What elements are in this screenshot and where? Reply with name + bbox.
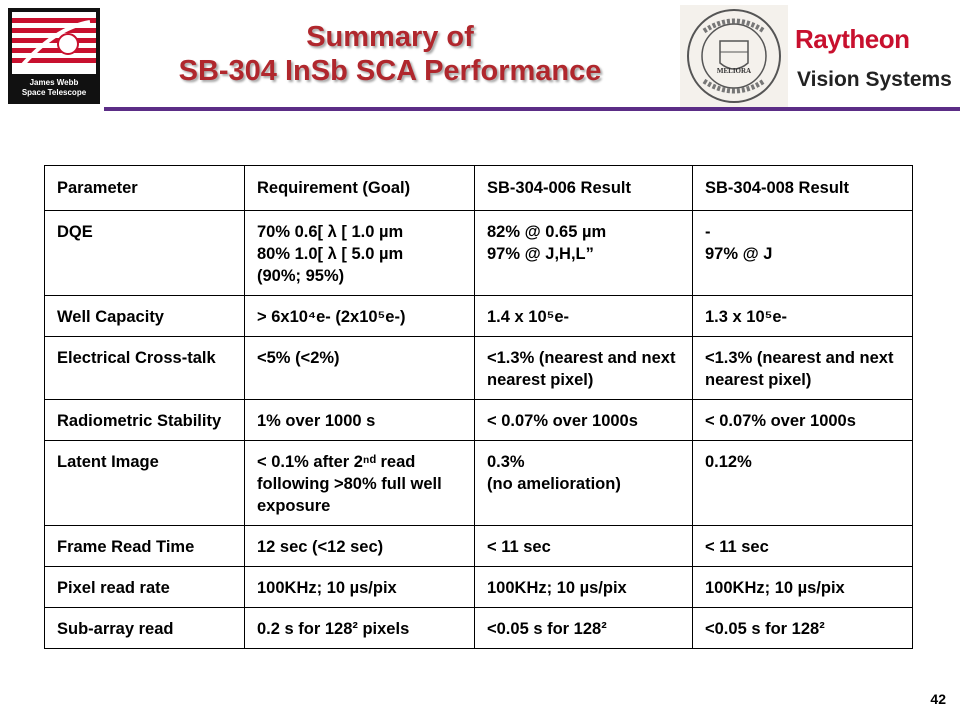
table-row: Sub-array read 0.2 s for 128² pixels <0.… — [44, 607, 913, 649]
header-requirement: Requirement (Goal) — [244, 165, 475, 211]
cell-requirement: 0.2 s for 128² pixels — [244, 607, 475, 649]
table-header-row: Parameter Requirement (Goal) SB-304-006 … — [44, 165, 913, 211]
table-row: Latent Image < 0.1% after 2ⁿᵈ read follo… — [44, 440, 913, 526]
cell-requirement: 12 sec (<12 sec) — [244, 525, 475, 567]
cell-result-006: <0.05 s for 128² — [474, 607, 693, 649]
table-row: Pixel read rate 100KHz; 10 µs/pix 100KHz… — [44, 566, 913, 608]
university-seal: MELIORA — [680, 5, 788, 107]
cell-result-008: - 97% @ J — [692, 210, 913, 296]
cell-result-008: < 0.07% over 1000s — [692, 399, 913, 441]
cell-result-006: < 0.07% over 1000s — [474, 399, 693, 441]
cell-result-006: 100KHz; 10 µs/pix — [474, 566, 693, 608]
table-row: Radiometric Stability 1% over 1000 s < 0… — [44, 399, 913, 441]
cell-result-008: < 11 sec — [692, 525, 913, 567]
vision-systems-label: Vision Systems — [797, 68, 952, 91]
cell-requirement: 70% 0.6[ λ [ 1.0 µm 80% 1.0[ λ [ 5.0 µm … — [244, 210, 475, 296]
table-row: DQE 70% 0.6[ λ [ 1.0 µm 80% 1.0[ λ [ 5.0… — [44, 210, 913, 296]
cell-parameter: Electrical Cross-talk — [44, 336, 245, 400]
title-line1: Summary of — [306, 21, 474, 53]
cell-requirement: > 6x10⁴e- (2x10⁵e-) — [244, 295, 475, 337]
raytheon-logo: Raytheon — [795, 24, 910, 54]
cell-result-006: 0.3% (no amelioration) — [474, 440, 693, 526]
university-seal-icon: MELIORA — [687, 9, 781, 103]
cell-parameter: Radiometric Stability — [44, 399, 245, 441]
cell-parameter: DQE — [44, 210, 245, 296]
cell-result-006: <1.3% (nearest and next nearest pixel) — [474, 336, 693, 400]
cell-parameter: Frame Read Time — [44, 525, 245, 567]
cell-line: 97% @ J,H,L” — [487, 245, 594, 263]
header-accent-bar — [104, 107, 960, 111]
cell-requirement: <5% (<2%) — [244, 336, 475, 400]
table-row: Electrical Cross-talk <5% (<2%) <1.3% (n… — [44, 336, 913, 400]
cell-result-008: 1.3 x 10⁵e- — [692, 295, 913, 337]
cell-line: 97% @ J — [705, 245, 773, 263]
cell-result-006: 1.4 x 10⁵e- — [474, 295, 693, 337]
cell-line: 0.3% — [487, 453, 525, 471]
jwst-logo: James Webb Space Telescope — [8, 8, 100, 104]
table-row: Well Capacity > 6x10⁴e- (2x10⁵e-) 1.4 x … — [44, 295, 913, 337]
jwst-text-line1: James Webb — [29, 78, 79, 87]
cell-requirement: 1% over 1000 s — [244, 399, 475, 441]
header-sb304-006: SB-304-006 Result — [474, 165, 693, 211]
cell-line: - — [705, 223, 711, 241]
cell-parameter: Sub-array read — [44, 607, 245, 649]
page-number: 42 — [930, 691, 946, 707]
cell-result-008: 100KHz; 10 µs/pix — [692, 566, 913, 608]
seal-motto: MELIORA — [717, 67, 751, 75]
cell-result-008: <0.05 s for 128² — [692, 607, 913, 649]
cell-line: 70% 0.6[ λ [ 1.0 µm — [257, 223, 404, 241]
cell-result-008: <1.3% (nearest and next nearest pixel) — [692, 336, 913, 400]
cell-line: 82% @ 0.65 µm — [487, 223, 607, 241]
cell-result-008: 0.12% — [692, 440, 913, 526]
header-sb304-008: SB-304-008 Result — [692, 165, 913, 211]
header-parameter: Parameter — [44, 165, 245, 211]
title-line2: SB-304 InSb SCA Performance — [178, 55, 602, 87]
performance-table: Parameter Requirement (Goal) SB-304-006 … — [44, 165, 913, 649]
cell-parameter: Well Capacity — [44, 295, 245, 337]
cell-line: (90%; 95%) — [257, 267, 345, 285]
cell-requirement: 100KHz; 10 µs/pix — [244, 566, 475, 608]
cell-requirement: < 0.1% after 2ⁿᵈ read following >80% ful… — [244, 440, 475, 526]
cell-result-006: < 11 sec — [474, 525, 693, 567]
jwst-emblem-icon — [12, 12, 96, 74]
cell-parameter: Latent Image — [44, 440, 245, 526]
cell-line: 80% 1.0[ λ [ 5.0 µm — [257, 245, 404, 263]
cell-result-006: 82% @ 0.65 µm 97% @ J,H,L” — [474, 210, 693, 296]
cell-line: (no amelioration) — [487, 475, 621, 493]
page-title: Summary of SB-304 InSb SCA Performance — [120, 20, 660, 88]
jwst-text-line2: Space Telescope — [21, 88, 87, 97]
cell-parameter: Pixel read rate — [44, 566, 245, 608]
table-row: Frame Read Time 12 sec (<12 sec) < 11 se… — [44, 525, 913, 567]
